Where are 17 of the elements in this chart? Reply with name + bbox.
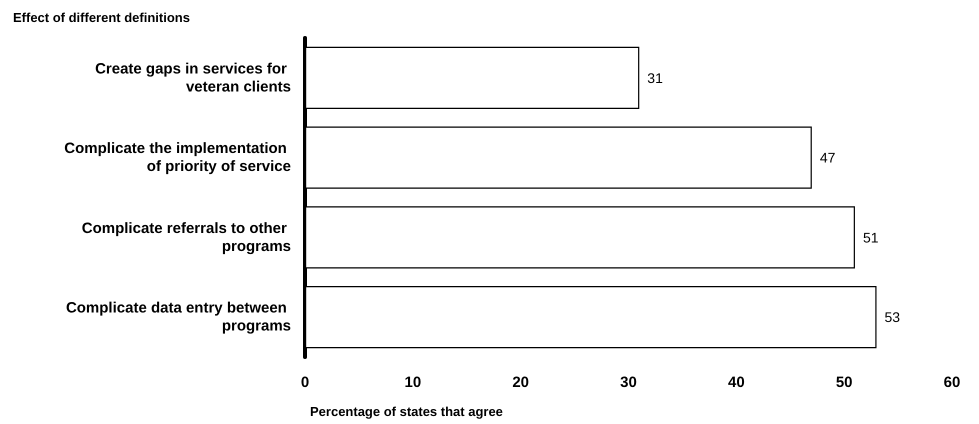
x-tick-label: 0 — [300, 374, 310, 391]
text: Effect of different definitions — [13, 10, 190, 25]
x-tick-label: 20 — [512, 374, 530, 391]
y-tick-label: Complicate data entry between programs — [66, 300, 291, 335]
y-tick-label: Complicate referrals to other programs — [82, 220, 291, 255]
data-label: 53 — [884, 309, 900, 326]
data-label: 51 — [862, 229, 879, 246]
data-label: 47 — [820, 150, 836, 166]
x-tick-label: 30 — [620, 374, 637, 391]
x-axis-title: Percentage of states that agree — [310, 404, 503, 419]
y-tick-label: Complicate the implementation of priority of service — [64, 140, 291, 176]
x-tick-label: 40 — [728, 374, 745, 391]
y-tick-label: Create gaps in services for veteran clients — [95, 60, 291, 96]
x-tick-label: 50 — [836, 374, 853, 391]
x-tick-label: 60 — [944, 374, 960, 391]
x-tick-label: 10 — [404, 374, 422, 391]
data-label: 31 — [647, 70, 664, 86]
